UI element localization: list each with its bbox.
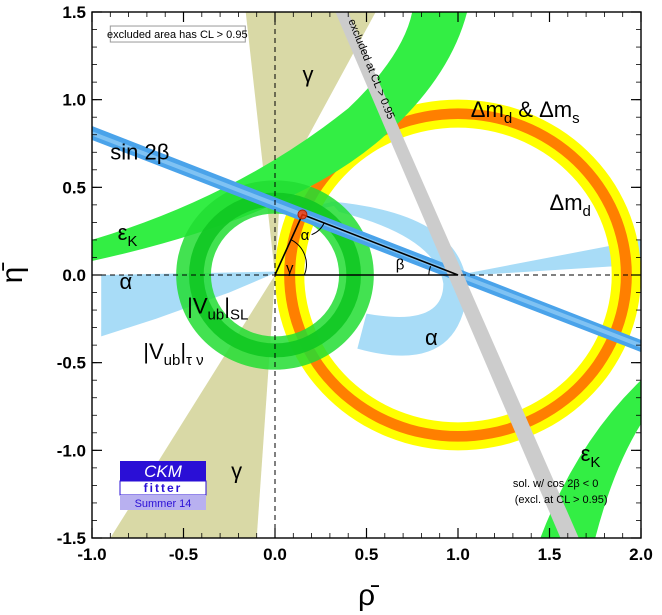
dm-label-combined-part: s bbox=[572, 110, 580, 127]
x-tick-label: 1.5 bbox=[538, 545, 562, 564]
alpha-angle-label: α bbox=[301, 227, 310, 244]
logo-ckm-text: CKM bbox=[144, 462, 183, 481]
sin2beta-label: sin 2β bbox=[110, 139, 169, 164]
cos2beta-note-line2: (excl. at CL > 0.95) bbox=[515, 494, 608, 506]
vub-sl-label-part: ub bbox=[208, 307, 225, 324]
constraint-bands bbox=[92, 12, 641, 538]
dm-label-combined-part: Δm bbox=[471, 97, 504, 122]
dm-label-combined-part: d bbox=[504, 110, 512, 127]
alpha-label-lower: α bbox=[425, 325, 438, 350]
beta-angle-arc bbox=[428, 266, 432, 276]
vub-tau-label: |Vub|τ ν bbox=[143, 339, 203, 369]
dm-label-d: Δmd bbox=[550, 190, 591, 220]
epsk-band-upper bbox=[92, 12, 468, 261]
dm-label-combined: Δmd & Δms bbox=[471, 97, 580, 127]
vub-tau-label-part: | bbox=[180, 339, 186, 364]
epsk-label-right: εK bbox=[581, 441, 601, 471]
dm-label-d-part: d bbox=[583, 203, 591, 220]
vub-sl-label-part: |V bbox=[187, 294, 208, 319]
vub-tau-label-part: ub bbox=[164, 352, 181, 369]
alpha-angle-arc bbox=[311, 222, 325, 236]
x-tick-label: 0.0 bbox=[263, 545, 287, 564]
x-axis-title: ρ̄ bbox=[358, 579, 380, 612]
vub-tau-label-part: |V bbox=[143, 339, 164, 364]
unitarity-triangle bbox=[274, 213, 459, 276]
y-axis-title: η̄ bbox=[0, 262, 29, 284]
dm-label-combined-part: & Δm bbox=[512, 97, 572, 122]
beta-angle-label: β bbox=[396, 257, 405, 274]
cos2beta-note-line1: sol. w/ cos 2β < 0 bbox=[513, 478, 599, 490]
logo-edition-text: Summer 14 bbox=[135, 498, 192, 510]
vub-tau-label-part: τ ν bbox=[186, 352, 204, 369]
epsk-label-left-part: ε bbox=[118, 220, 128, 245]
alpha-band-right bbox=[458, 239, 641, 275]
logo-edition-box bbox=[120, 495, 206, 510]
x-tick-label: -1.0 bbox=[77, 545, 106, 564]
epsk-label-left-part: K bbox=[127, 233, 137, 250]
x-tick-label: 1.0 bbox=[446, 545, 470, 564]
vub-sl-label-part: | bbox=[224, 294, 230, 319]
apex-point-outline bbox=[297, 209, 308, 220]
logo-fitter-text: fitter bbox=[144, 481, 183, 495]
y-tick-label: 1.5 bbox=[62, 3, 86, 22]
gamma-angle-arc bbox=[291, 239, 307, 276]
y-tick-label: -1.0 bbox=[57, 441, 86, 460]
epsk-label-right-part: ε bbox=[581, 441, 591, 466]
y-tick-label: 0.0 bbox=[62, 266, 86, 285]
alpha-label-left: α bbox=[119, 269, 132, 294]
y-tick-label: -1.5 bbox=[57, 529, 86, 548]
legend-note-text: excluded area has CL > 0.95 bbox=[107, 29, 248, 41]
epsk-label-right-part: K bbox=[590, 454, 600, 471]
gamma-angle-label: γ bbox=[286, 260, 294, 277]
apex-point bbox=[297, 210, 308, 219]
dm-label-d-part: Δm bbox=[550, 190, 583, 215]
y-tick-label: 0.5 bbox=[62, 178, 86, 197]
vub-sl-label: |Vub|SL bbox=[187, 294, 248, 324]
plot-axes: -1.0 -0.5 0.0 0.5 1.0 1.5 2.0 1.5 1.0 0.5 0.0 -0.5 -… bbox=[0, 3, 653, 612]
x-tick-label: 2.0 bbox=[629, 545, 653, 564]
alpha-band-crescent bbox=[329, 201, 468, 356]
x-tick-label: 0.5 bbox=[355, 545, 379, 564]
x-tick-label: -0.5 bbox=[169, 545, 198, 564]
gamma-label-upper: γ bbox=[302, 62, 313, 87]
y-tick-label: -0.5 bbox=[57, 354, 86, 373]
legend-note-box bbox=[109, 25, 246, 43]
epsk-label-left: εK bbox=[118, 220, 138, 250]
epsk-band-lower bbox=[540, 380, 641, 538]
y-tick-label: 1.0 bbox=[62, 91, 86, 110]
logo-ckm-box bbox=[120, 461, 206, 481]
gamma-label-lower: γ bbox=[231, 458, 242, 483]
vub-sl-label-part: SL bbox=[230, 307, 248, 324]
